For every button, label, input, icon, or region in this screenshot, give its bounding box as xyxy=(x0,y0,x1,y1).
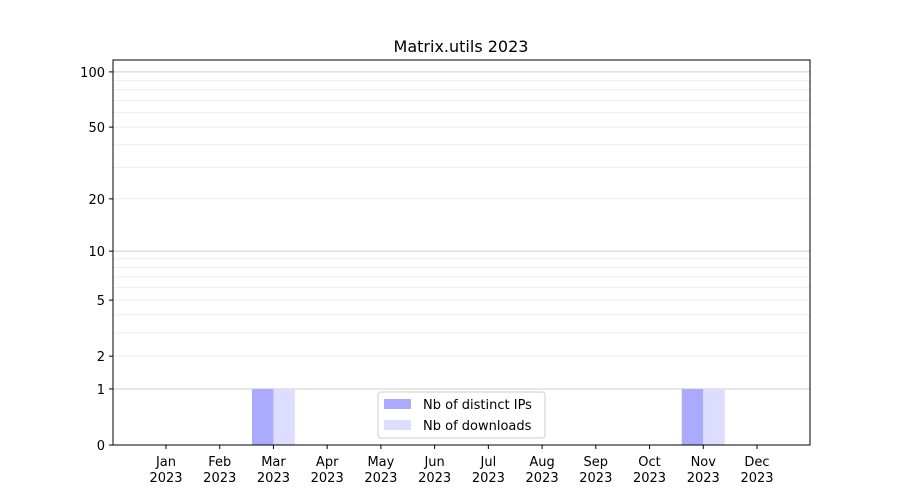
x-tick-label: Dec 2023 xyxy=(740,455,773,486)
y-tick-label: 50 xyxy=(88,121,105,136)
x-tick-label: Jul 2023 xyxy=(472,455,505,486)
x-tick-label: Aug 2023 xyxy=(526,455,559,486)
legend-label: Nb of distinct IPs xyxy=(423,398,532,413)
x-tick-label: Mar 2023 xyxy=(257,455,290,486)
y-tick-label: 10 xyxy=(88,245,105,260)
bar xyxy=(273,388,295,445)
x-tick-label: Apr 2023 xyxy=(311,455,344,486)
x-tick-label: May 2023 xyxy=(364,455,397,486)
plot-frame xyxy=(112,59,811,446)
x-tick-label: Sep 2023 xyxy=(579,455,612,486)
x-tick-label: Jun 2023 xyxy=(418,455,451,486)
chart-title: Matrix.utils 2023 xyxy=(394,37,529,56)
y-tick-label: 100 xyxy=(80,66,105,81)
x-tick-label: Feb 2023 xyxy=(203,455,236,486)
bar xyxy=(681,388,704,445)
legend-swatch xyxy=(384,420,411,430)
y-tick-label: 20 xyxy=(88,193,105,208)
x-tick-label: Oct 2023 xyxy=(633,455,666,486)
y-tick-label: 0 xyxy=(97,439,105,454)
y-tick-label: 5 xyxy=(97,294,105,309)
x-tick-label: Jan 2023 xyxy=(149,455,182,486)
bar xyxy=(251,388,274,445)
y-tick-label: 1 xyxy=(97,383,105,398)
legend-box xyxy=(377,391,546,439)
legend-swatch xyxy=(384,399,411,409)
legend-label: Nb of downloads xyxy=(423,419,532,434)
bar xyxy=(703,388,725,445)
legend: Nb of distinct IPs Nb of downloads xyxy=(377,391,546,439)
x-tick-label: Nov 2023 xyxy=(687,455,720,486)
y-tick-label: 2 xyxy=(97,350,105,365)
